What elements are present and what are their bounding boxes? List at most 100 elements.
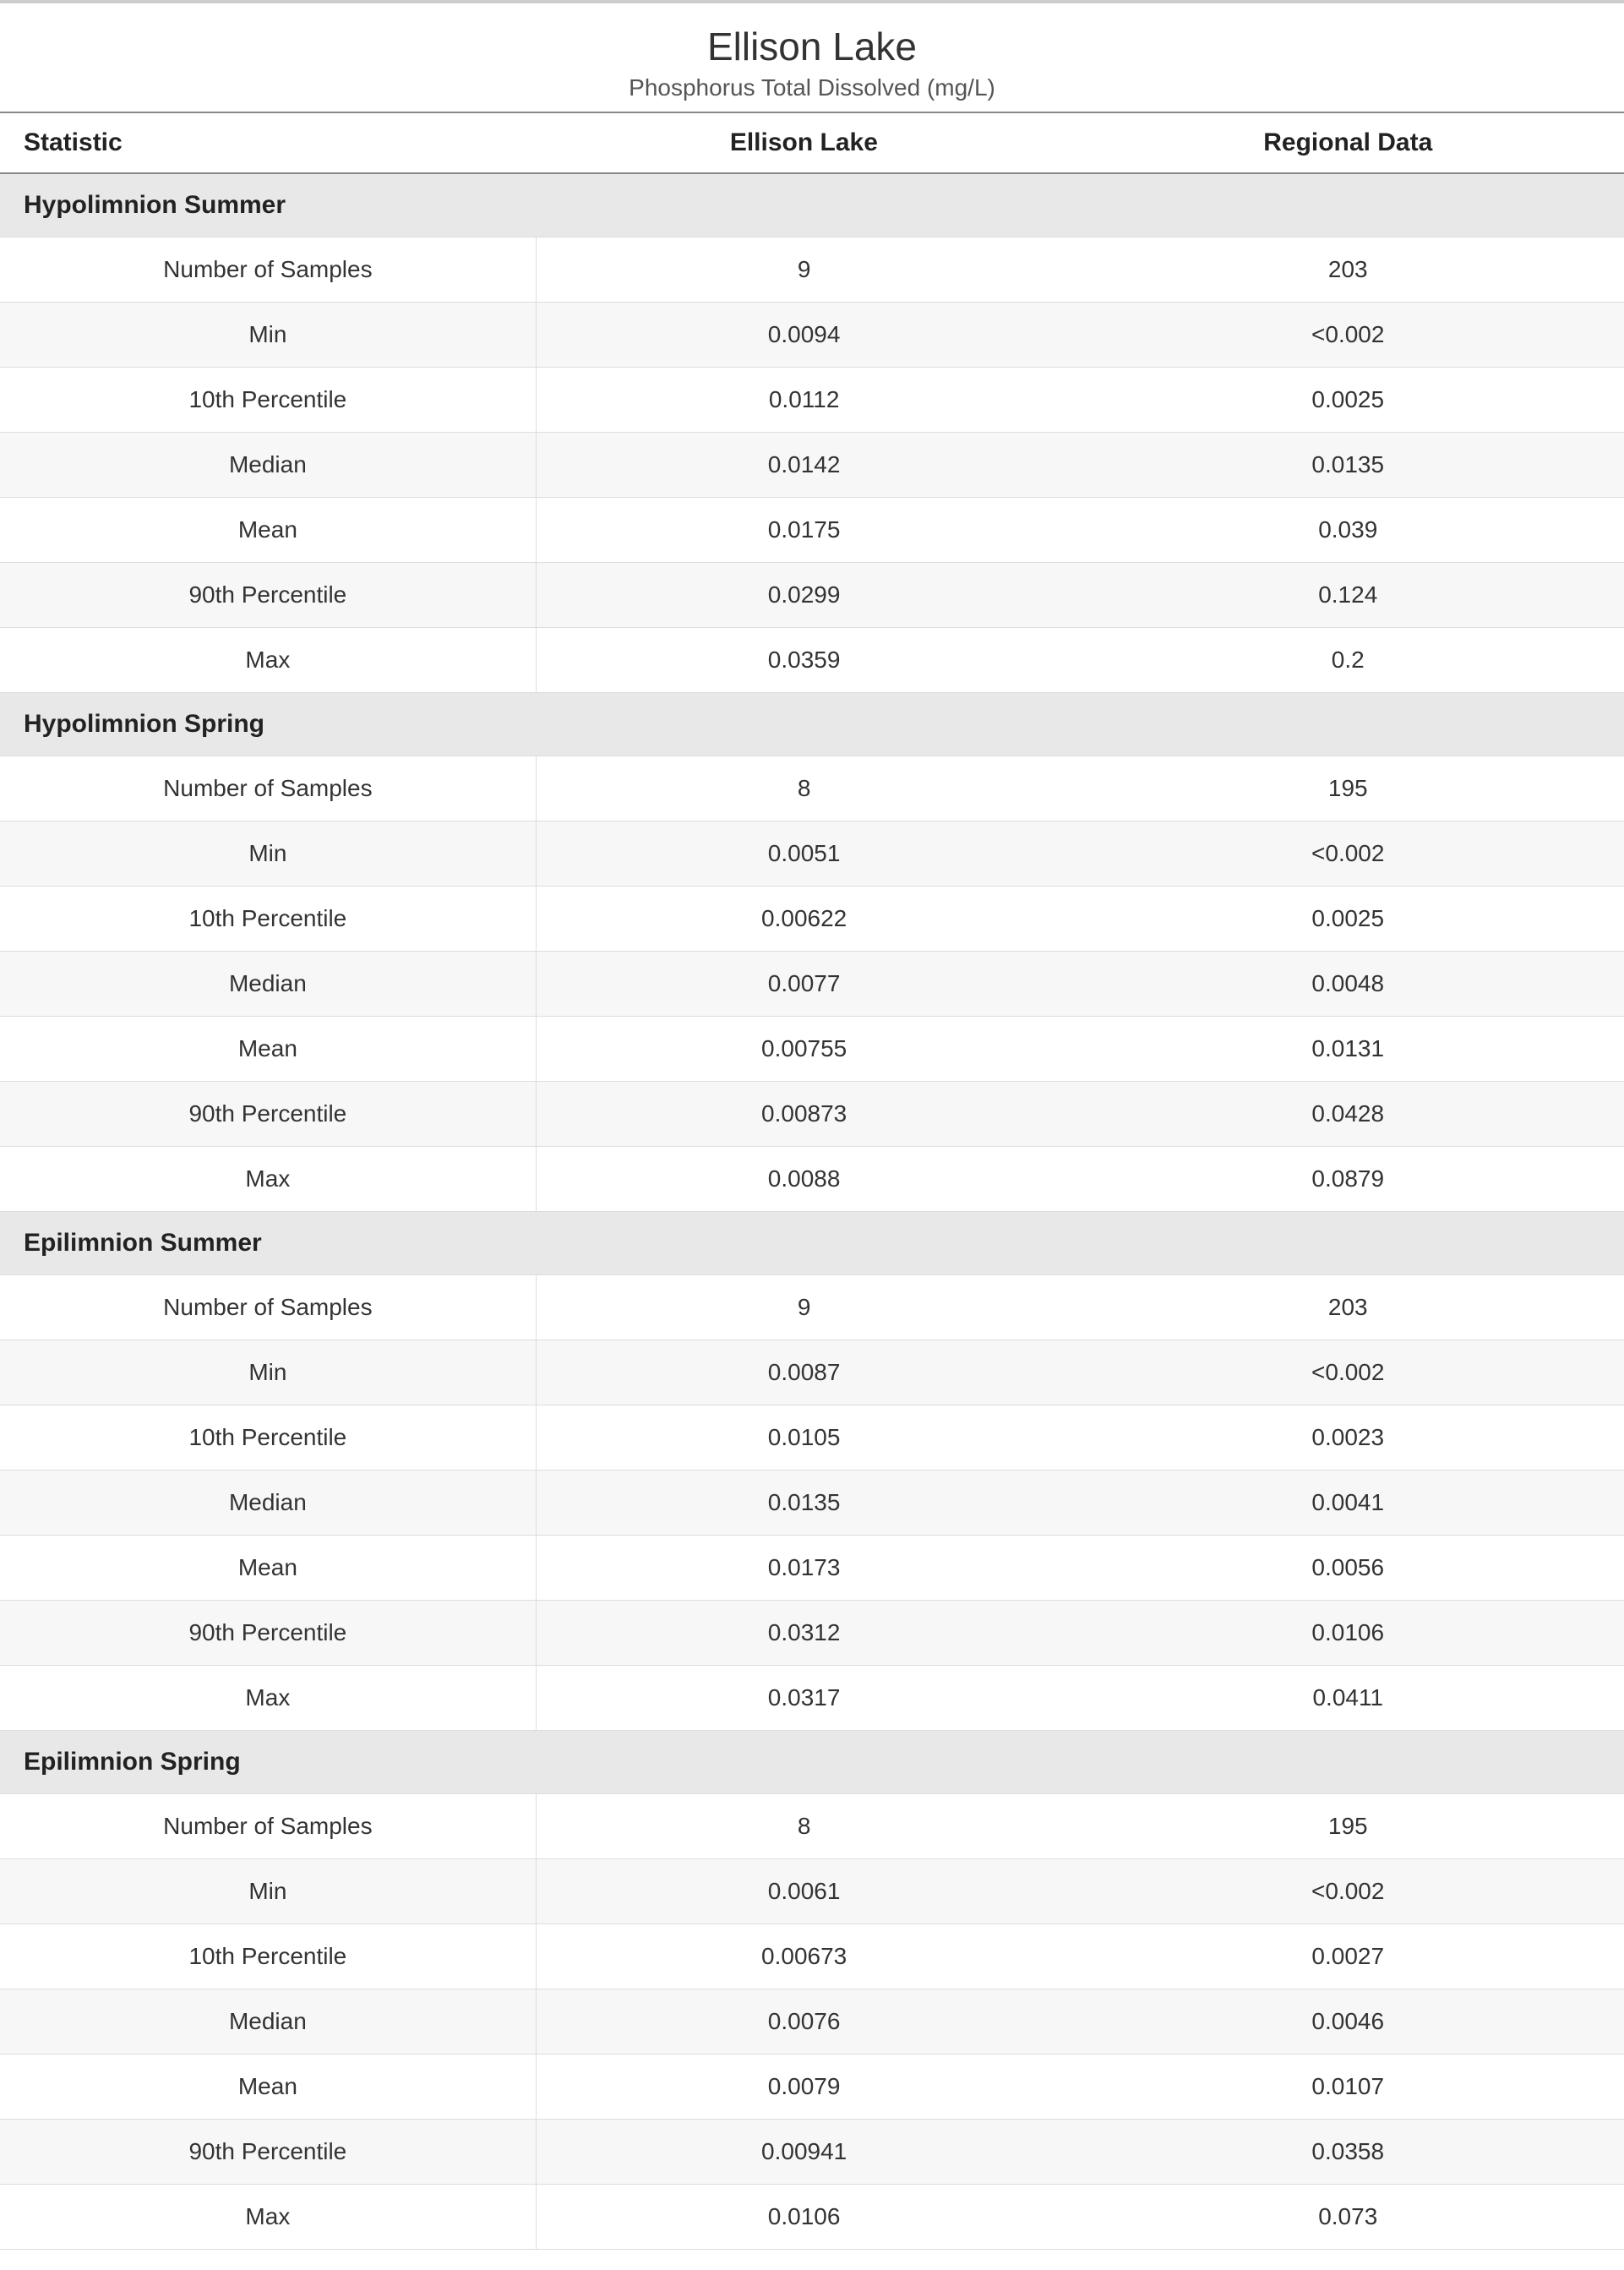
section-title: Hypolimnion Spring xyxy=(0,693,1624,756)
regional-value: 203 xyxy=(1072,1275,1624,1340)
stat-label: Mean xyxy=(0,2054,536,2120)
lake-value: 9 xyxy=(536,237,1071,303)
table-row: 10th Percentile0.006730.0027 xyxy=(0,1924,1624,1989)
lake-value: 0.00941 xyxy=(536,2120,1071,2185)
stat-label: Max xyxy=(0,1147,536,1212)
regional-value: 0.0358 xyxy=(1072,2120,1624,2185)
table-row: Min0.0087<0.002 xyxy=(0,1340,1624,1405)
stat-label: Max xyxy=(0,2185,536,2250)
stat-label: Number of Samples xyxy=(0,756,536,821)
section-header: Hypolimnion Spring xyxy=(0,693,1624,756)
page-title: Ellison Lake xyxy=(0,24,1624,69)
col-header-statistic: Statistic xyxy=(0,112,536,173)
table-row: Min0.0061<0.002 xyxy=(0,1859,1624,1924)
stat-label: Number of Samples xyxy=(0,1275,536,1340)
table-row: 90th Percentile0.02990.124 xyxy=(0,563,1624,628)
lake-value: 0.0106 xyxy=(536,2185,1071,2250)
stat-label: 90th Percentile xyxy=(0,1601,536,1666)
regional-value: <0.002 xyxy=(1072,1859,1624,1924)
table-row: Median0.01420.0135 xyxy=(0,433,1624,498)
lake-value: 0.0105 xyxy=(536,1405,1071,1471)
stat-label: Min xyxy=(0,1340,536,1405)
regional-value: 0.0428 xyxy=(1072,1082,1624,1147)
lake-value: 0.00622 xyxy=(536,887,1071,952)
stat-label: Mean xyxy=(0,1536,536,1601)
lake-value: 0.0061 xyxy=(536,1859,1071,1924)
stat-label: Max xyxy=(0,628,536,693)
regional-value: 195 xyxy=(1072,1794,1624,1859)
table-row: 10th Percentile0.01120.0025 xyxy=(0,368,1624,433)
table-row: 90th Percentile0.009410.0358 xyxy=(0,2120,1624,2185)
regional-value: 0.0056 xyxy=(1072,1536,1624,1601)
table-header-row: Statistic Ellison Lake Regional Data xyxy=(0,112,1624,173)
regional-value: 0.073 xyxy=(1072,2185,1624,2250)
table-row: Number of Samples9203 xyxy=(0,1275,1624,1340)
report-container: Ellison Lake Phosphorus Total Dissolved … xyxy=(0,0,1624,2250)
stat-label: Median xyxy=(0,952,536,1017)
regional-value: <0.002 xyxy=(1072,821,1624,887)
lake-value: 9 xyxy=(536,1275,1071,1340)
col-header-regional: Regional Data xyxy=(1072,112,1624,173)
page-subtitle: Phosphorus Total Dissolved (mg/L) xyxy=(0,74,1624,101)
regional-value: 0.0025 xyxy=(1072,368,1624,433)
lake-value: 0.0173 xyxy=(536,1536,1071,1601)
regional-value: 0.0025 xyxy=(1072,887,1624,952)
stat-label: 10th Percentile xyxy=(0,1924,536,1989)
regional-value: 0.0879 xyxy=(1072,1147,1624,1212)
table-row: Min0.0094<0.002 xyxy=(0,303,1624,368)
regional-value: 0.0411 xyxy=(1072,1666,1624,1731)
table-row: Max0.01060.073 xyxy=(0,2185,1624,2250)
lake-value: 0.00673 xyxy=(536,1924,1071,1989)
lake-value: 0.00873 xyxy=(536,1082,1071,1147)
section-header: Epilimnion Summer xyxy=(0,1212,1624,1275)
table-row: 10th Percentile0.006220.0025 xyxy=(0,887,1624,952)
table-row: Number of Samples9203 xyxy=(0,237,1624,303)
lake-value: 0.0135 xyxy=(536,1471,1071,1536)
stat-label: Median xyxy=(0,433,536,498)
lake-value: 0.0312 xyxy=(536,1601,1071,1666)
stat-label: Min xyxy=(0,303,536,368)
regional-value: 0.0041 xyxy=(1072,1471,1624,1536)
regional-value: 0.0106 xyxy=(1072,1601,1624,1666)
section-title: Hypolimnion Summer xyxy=(0,173,1624,237)
regional-value: 0.039 xyxy=(1072,498,1624,563)
table-row: Median0.00770.0048 xyxy=(0,952,1624,1017)
table-row: Max0.00880.0879 xyxy=(0,1147,1624,1212)
lake-value: 0.0088 xyxy=(536,1147,1071,1212)
regional-value: 203 xyxy=(1072,237,1624,303)
lake-value: 8 xyxy=(536,756,1071,821)
stat-label: Median xyxy=(0,1989,536,2054)
lake-value: 0.0079 xyxy=(536,2054,1071,2120)
lake-value: 0.0142 xyxy=(536,433,1071,498)
section-header: Hypolimnion Summer xyxy=(0,173,1624,237)
table-body: Hypolimnion SummerNumber of Samples9203M… xyxy=(0,173,1624,2250)
stat-label: 10th Percentile xyxy=(0,368,536,433)
lake-value: 0.0077 xyxy=(536,952,1071,1017)
regional-value: 0.0135 xyxy=(1072,433,1624,498)
lake-value: 0.0094 xyxy=(536,303,1071,368)
stat-label: Median xyxy=(0,1471,536,1536)
table-row: Mean0.00790.0107 xyxy=(0,2054,1624,2120)
stat-label: 10th Percentile xyxy=(0,1405,536,1471)
regional-value: <0.002 xyxy=(1072,303,1624,368)
table-row: Max0.03170.0411 xyxy=(0,1666,1624,1731)
section-header: Epilimnion Spring xyxy=(0,1731,1624,1794)
stat-label: 90th Percentile xyxy=(0,2120,536,2185)
table-row: Mean0.01750.039 xyxy=(0,498,1624,563)
table-row: 90th Percentile0.008730.0428 xyxy=(0,1082,1624,1147)
table-row: Mean0.007550.0131 xyxy=(0,1017,1624,1082)
lake-value: 0.00755 xyxy=(536,1017,1071,1082)
lake-value: 0.0076 xyxy=(536,1989,1071,2054)
lake-value: 0.0359 xyxy=(536,628,1071,693)
table-row: Median0.01350.0041 xyxy=(0,1471,1624,1536)
stat-label: Max xyxy=(0,1666,536,1731)
stat-label: Mean xyxy=(0,498,536,563)
section-title: Epilimnion Summer xyxy=(0,1212,1624,1275)
stat-label: 90th Percentile xyxy=(0,1082,536,1147)
regional-value: 195 xyxy=(1072,756,1624,821)
stats-table: Statistic Ellison Lake Regional Data Hyp… xyxy=(0,112,1624,2250)
regional-value: 0.124 xyxy=(1072,563,1624,628)
table-row: 10th Percentile0.01050.0023 xyxy=(0,1405,1624,1471)
stat-label: Min xyxy=(0,821,536,887)
stat-label: 10th Percentile xyxy=(0,887,536,952)
